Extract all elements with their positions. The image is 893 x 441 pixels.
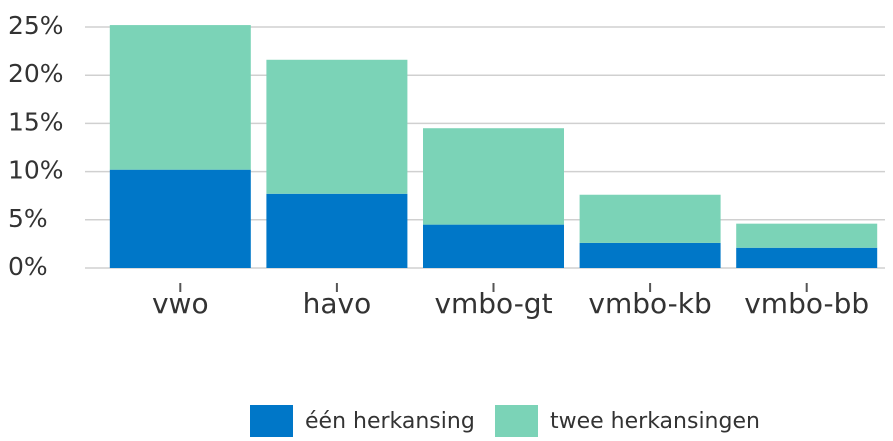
bar-segment: [736, 247, 878, 268]
x-tick-label: vmbo-kb: [588, 287, 711, 320]
y-tick-label: 0%: [8, 252, 48, 281]
legend-label: één herkansing: [305, 409, 475, 434]
y-tick-label: 5%: [8, 204, 48, 233]
bar-segment: [266, 59, 408, 194]
bar-segment: [579, 242, 721, 268]
bar-segment: [109, 25, 251, 170]
y-tick-label: 25%: [8, 11, 64, 40]
legend-label: twee herkansingen: [550, 409, 760, 434]
x-tick-label: vmbo-gt: [434, 287, 552, 320]
x-tick-label: havo: [303, 287, 372, 320]
bar-segment: [423, 224, 564, 268]
bar-segment: [266, 193, 408, 268]
y-tick-label: 20%: [8, 59, 64, 88]
bar-segment: [109, 169, 251, 268]
y-tick-label: 10%: [8, 156, 64, 185]
x-tick-label: vmbo-bb: [744, 287, 869, 320]
bar-segment: [423, 128, 564, 225]
bar-segment: [736, 223, 878, 248]
legend-swatch: [250, 405, 293, 437]
y-tick-label: 15%: [8, 107, 64, 136]
bar-segment: [579, 194, 721, 243]
legend-swatch: [495, 405, 538, 437]
x-tick-label: vwo: [152, 287, 209, 320]
